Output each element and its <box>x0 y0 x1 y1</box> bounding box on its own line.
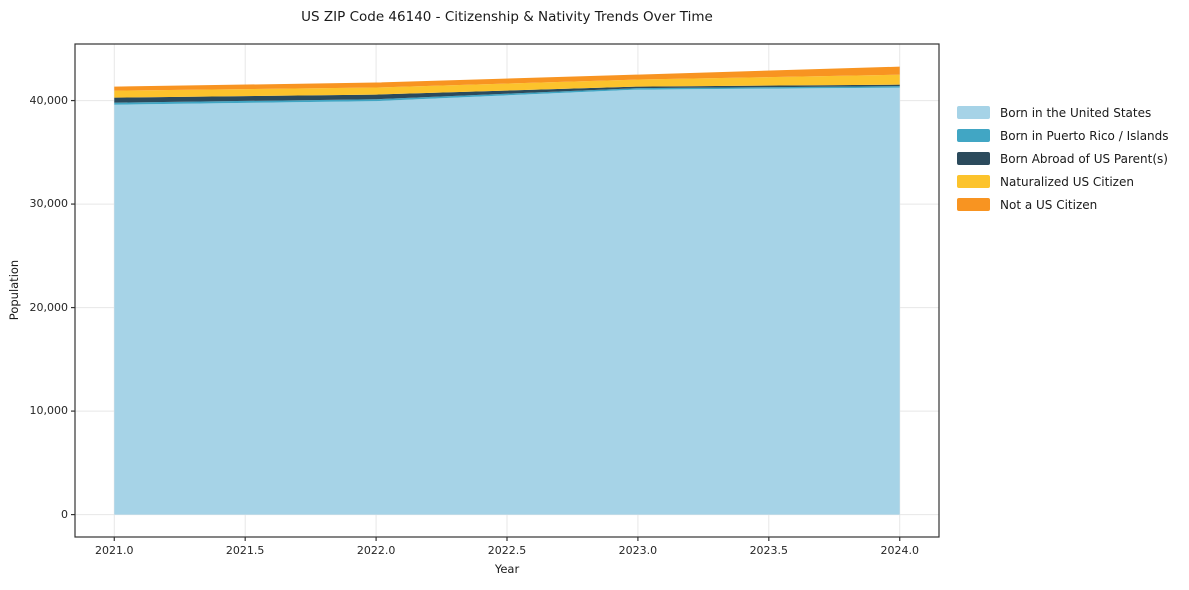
y-tick-label: 10,000 <box>29 404 69 418</box>
x-tick-label: 2021.5 <box>225 544 265 557</box>
area-series-2 <box>114 84 900 103</box>
x-tick-label: 2023.5 <box>749 544 789 557</box>
x-tick-label: 2021.0 <box>95 544 134 557</box>
area-series-0 <box>114 87 900 515</box>
legend-label: Born Abroad of US Parent(s) <box>1000 151 1168 166</box>
legend-item: Born in the United States <box>957 101 1169 124</box>
area-series-1 <box>114 86 900 105</box>
legend-label: Born in Puerto Rico / Islands <box>1000 128 1169 143</box>
area-series-4 <box>114 66 900 91</box>
x-tick-label: 2022.0 <box>356 544 396 557</box>
legend-swatch-3 <box>957 175 990 188</box>
legend-item: Not a US Citizen <box>957 193 1169 216</box>
y-tick-label: 30,000 <box>29 197 69 211</box>
legend-swatch-1 <box>957 129 990 142</box>
legend-item: Born Abroad of US Parent(s) <box>957 147 1169 170</box>
legend: Born in the United States Born in Puerto … <box>957 101 1169 216</box>
legend-label: Born in the United States <box>1000 105 1152 120</box>
x-tick-label: 2024.0 <box>880 544 919 557</box>
legend-label: Not a US Citizen <box>1000 197 1098 212</box>
x-tick-label: 2023.0 <box>618 544 658 557</box>
legend-item: Born in Puerto Rico / Islands <box>957 124 1169 147</box>
y-tick-label: 20,000 <box>29 300 69 314</box>
legend-swatch-0 <box>957 106 990 119</box>
legend-item: Naturalized US Citizen <box>957 170 1169 193</box>
chart-title: US ZIP Code 46140 - Citizenship & Nativi… <box>301 9 713 25</box>
legend-swatch-4 <box>957 198 990 211</box>
x-tick-label: 2022.5 <box>487 544 527 557</box>
x-axis-label: Year <box>494 562 520 576</box>
y-tick-label: 0 <box>61 507 68 521</box>
legend-swatch-2 <box>957 152 990 165</box>
y-tick-label: 40,000 <box>29 93 69 107</box>
legend-label: Naturalized US Citizen <box>1000 174 1134 189</box>
area-series-3 <box>114 74 900 98</box>
